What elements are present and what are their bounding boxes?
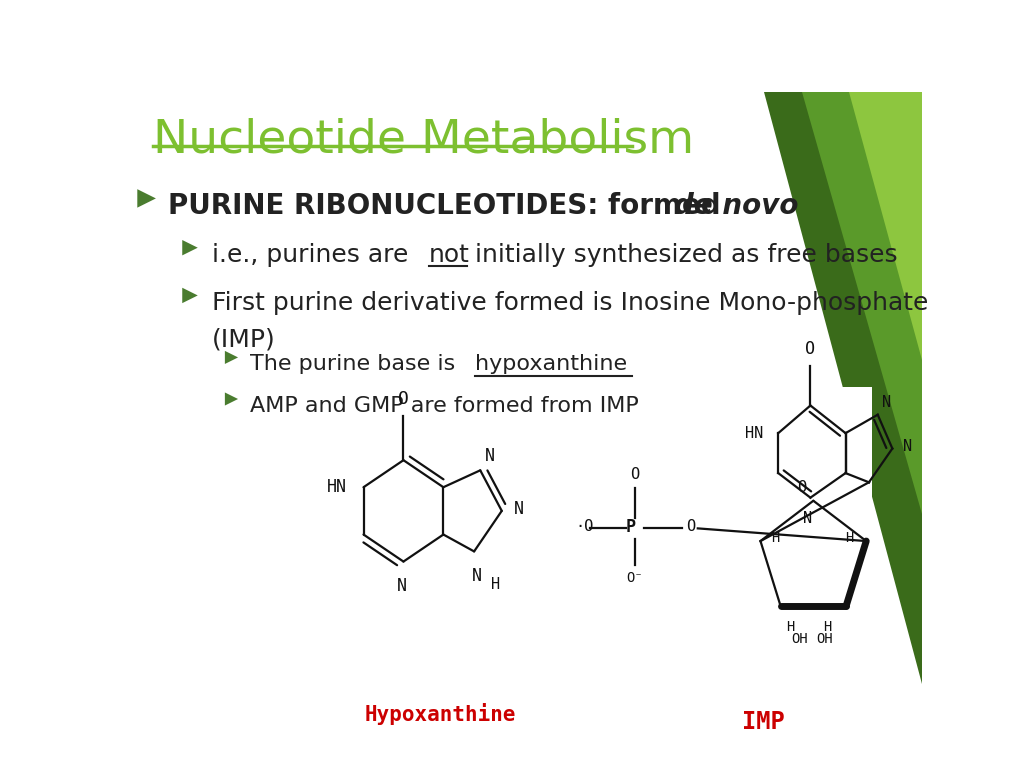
Text: ·O: ·O [574, 519, 593, 535]
Polygon shape [562, 387, 872, 676]
Text: HN: HN [327, 478, 346, 496]
Text: O: O [797, 479, 806, 495]
Text: O: O [631, 467, 639, 482]
Text: OH: OH [816, 632, 833, 647]
Text: i.e., purines are: i.e., purines are [212, 243, 416, 267]
Text: H: H [786, 620, 795, 634]
Polygon shape [225, 351, 238, 364]
Text: N: N [882, 395, 891, 410]
Text: AMP and GMP are formed from IMP: AMP and GMP are formed from IMP [251, 396, 639, 415]
Text: PURINE RIBONUCLEOTIDES: formed: PURINE RIBONUCLEOTIDES: formed [168, 192, 730, 220]
Text: N: N [514, 500, 524, 518]
Polygon shape [764, 92, 922, 684]
Text: Nucleotide Metabolism: Nucleotide Metabolism [153, 118, 694, 163]
Text: First purine derivative formed is Inosine Mono-phosphate: First purine derivative formed is Inosin… [212, 291, 928, 315]
Text: hypoxanthine: hypoxanthine [475, 354, 628, 374]
Polygon shape [225, 392, 238, 406]
Text: O⁻: O⁻ [627, 571, 643, 585]
Text: HN: HN [745, 425, 764, 441]
Text: H: H [492, 577, 500, 592]
Text: H: H [845, 531, 853, 545]
Text: N: N [472, 567, 482, 584]
Text: O: O [806, 340, 815, 358]
Text: The purine base is: The purine base is [251, 354, 463, 374]
Text: Hypoxanthine: Hypoxanthine [365, 703, 516, 725]
Text: OH: OH [791, 632, 808, 647]
Text: N: N [803, 511, 812, 527]
Text: H: H [771, 531, 779, 545]
Text: H: H [823, 620, 831, 634]
Polygon shape [137, 189, 156, 207]
Text: N: N [902, 439, 911, 455]
Text: (IMP): (IMP) [212, 328, 275, 352]
Text: not: not [429, 243, 470, 267]
Text: IMP: IMP [742, 710, 785, 734]
Text: initially synthesized as free bases: initially synthesized as free bases [467, 243, 898, 267]
Polygon shape [182, 288, 198, 303]
Text: O: O [398, 390, 409, 408]
Text: O: O [686, 519, 695, 535]
Polygon shape [849, 92, 922, 360]
Text: de novo: de novo [674, 192, 798, 220]
Text: N: N [485, 447, 495, 465]
Polygon shape [802, 92, 922, 514]
Text: P: P [626, 518, 636, 536]
Text: N: N [397, 577, 407, 594]
Polygon shape [182, 240, 198, 256]
